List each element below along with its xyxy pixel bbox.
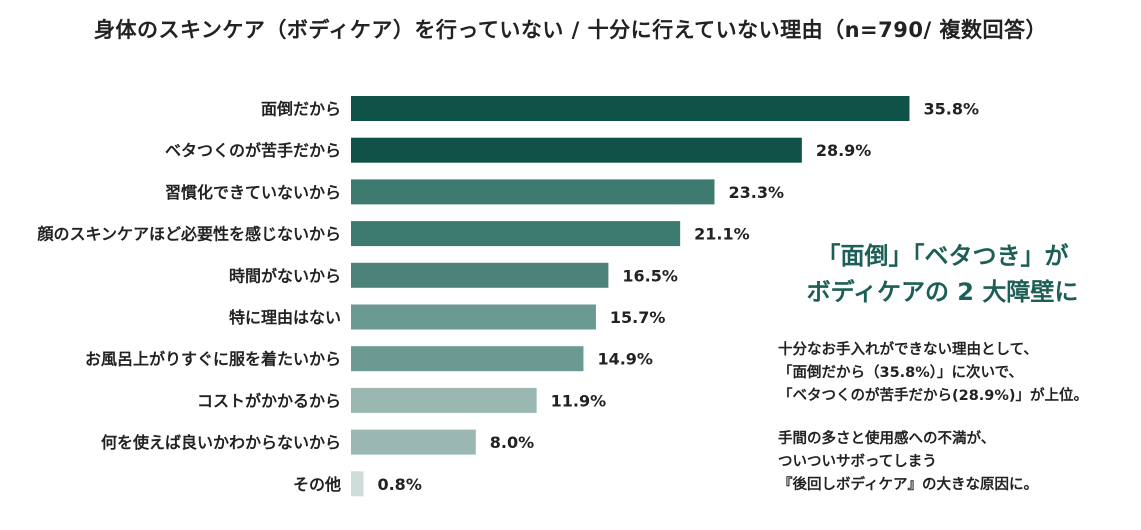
description: 十分なお手入れができない理由として、 「面倒だから（35.8%）」に次いで、 「… [778,339,1138,497]
category-label: お風呂上がりすぐに服を着たいから [85,350,341,369]
value-label: 28.9% [816,141,872,160]
category-label: ベタつくのが苦手だから [165,141,341,160]
value-label: 35.8% [923,100,979,119]
desc-line: 『後回しボディケア』の大きな原因に。 [778,477,1038,493]
bar [351,221,681,247]
value-label: 23.3% [728,183,784,202]
value-label: 11.9% [551,391,607,410]
value-label: 16.5% [622,266,678,285]
bar [351,179,715,205]
bar [351,96,910,121]
category-label: その他 [293,475,341,494]
bar [351,471,364,497]
value-label: 8.0% [490,433,534,452]
value-label: 21.1% [694,225,750,244]
bar [351,429,476,455]
bar [351,262,609,288]
desc-line: 「ベタつくのが苦手だから(28.9%)」が上位。 [778,388,1089,404]
category-label: 面倒だから [261,100,341,119]
bar [351,387,537,413]
chart-title: 身体のスキンケア（ボディケア）を行っていない / 十分に行えていない理由（n=7… [94,18,1047,42]
headline-line-2: ボディケアの 2 大障壁に [806,278,1079,306]
category-label: 何を使えば良いかわからないから [101,433,341,452]
category-label: 習慣化できていないから [165,183,341,202]
desc-line: ついついサボってしまう [778,454,937,470]
category-label: 時間がないから [229,266,341,285]
bar [351,346,584,372]
bar [351,137,802,163]
headline: 「面倒」「ベタつき」が ボディケアの 2 大障壁に [770,238,1115,310]
value-label: 0.8% [377,475,421,494]
desc-line: 手間の多さと使用感への不満が、 [778,431,996,447]
bar [351,304,596,330]
headline-line-1: 「面倒」「ベタつき」が [816,242,1069,270]
category-label: 顔のスキンケアほど必要性を感じないから [36,225,341,244]
desc-line: 十分なお手入れができない理由として、 [778,342,1038,358]
category-label: コストがかかるから [197,391,341,410]
value-label: 14.9% [597,350,653,369]
desc-line: 「面倒だから（35.8%）」に次いで、 [778,365,1024,381]
category-label: 特に理由はない [229,308,341,327]
value-label: 15.7% [610,308,666,327]
